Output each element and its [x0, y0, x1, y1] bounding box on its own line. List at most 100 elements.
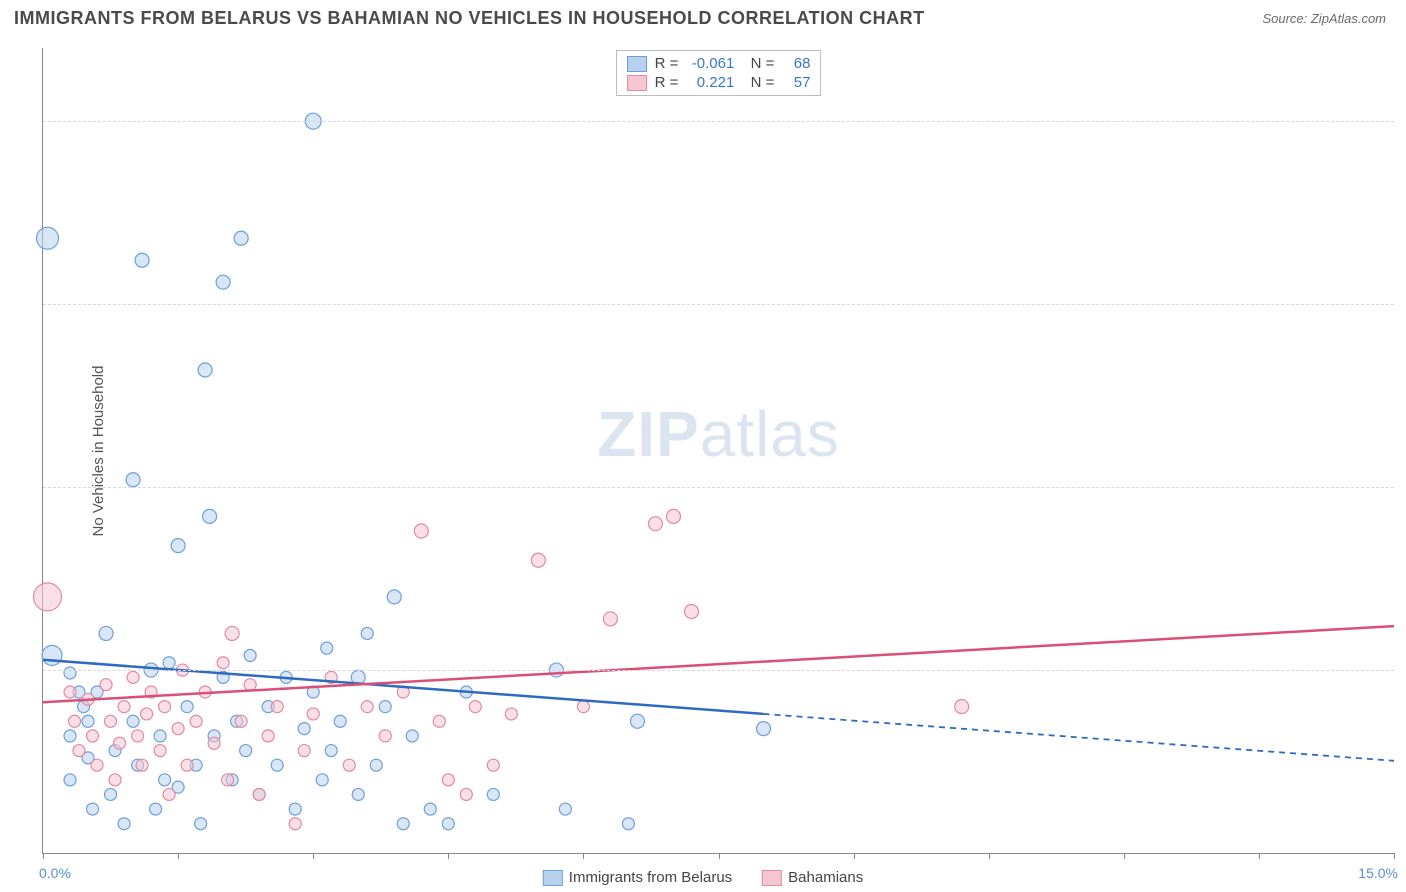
- stat-n-label: N =: [742, 55, 774, 72]
- data-point: [487, 759, 499, 771]
- data-point: [487, 788, 499, 800]
- data-point: [208, 737, 220, 749]
- data-point: [181, 759, 193, 771]
- gridline: [43, 487, 1394, 488]
- gridline: [43, 670, 1394, 671]
- data-point: [271, 759, 283, 771]
- data-point: [298, 745, 310, 757]
- chart-area: ZIPatlas No Vehicles in Household R = -0…: [42, 48, 1394, 854]
- stat-r-value: -0.061: [686, 55, 734, 72]
- data-point: [298, 723, 310, 735]
- data-point: [105, 788, 117, 800]
- data-point: [154, 730, 166, 742]
- source-label: Source: ZipAtlas.com: [1262, 11, 1386, 26]
- xtick: [313, 853, 314, 859]
- data-point: [126, 473, 140, 487]
- data-point: [64, 686, 76, 698]
- trend-line: [43, 626, 1394, 702]
- data-point: [222, 774, 234, 786]
- data-point: [203, 509, 217, 523]
- data-point: [42, 645, 62, 665]
- data-point: [361, 701, 373, 713]
- data-point: [34, 583, 62, 611]
- data-point: [163, 788, 175, 800]
- xtick: [1124, 853, 1125, 859]
- data-point: [244, 649, 256, 661]
- legend-label: Immigrants from Belarus: [569, 869, 732, 886]
- xtick: [1259, 853, 1260, 859]
- data-point: [630, 714, 644, 728]
- data-point: [37, 227, 59, 249]
- data-point: [150, 803, 162, 815]
- data-point: [217, 657, 229, 669]
- data-point: [198, 363, 212, 377]
- stat-n-value: 57: [782, 74, 810, 91]
- data-point: [181, 701, 193, 713]
- data-point: [132, 730, 144, 742]
- xtick: [583, 853, 584, 859]
- stat-n-label: N =: [742, 74, 774, 91]
- stat-legend-row: R = -0.061 N = 68: [627, 55, 811, 72]
- data-point: [172, 723, 184, 735]
- data-point: [622, 818, 634, 830]
- data-point: [127, 715, 139, 727]
- data-point: [289, 803, 301, 815]
- data-point: [505, 708, 517, 720]
- data-point: [225, 626, 239, 640]
- data-point: [433, 715, 445, 727]
- data-point: [370, 759, 382, 771]
- data-point: [244, 679, 256, 691]
- data-point: [424, 803, 436, 815]
- data-point: [127, 671, 139, 683]
- data-point: [666, 509, 680, 523]
- data-point: [289, 818, 301, 830]
- stat-legend-row: R = 0.221 N = 57: [627, 74, 811, 91]
- bottom-legend: Immigrants from Belarus Bahamians: [543, 869, 863, 886]
- legend-label: Bahamians: [788, 869, 863, 886]
- chart-title: IMMIGRANTS FROM BELARUS VS BAHAMIAN NO V…: [14, 8, 925, 29]
- data-point: [334, 715, 346, 727]
- data-point: [141, 708, 153, 720]
- xtick: [989, 853, 990, 859]
- data-point: [136, 759, 148, 771]
- data-point: [684, 605, 698, 619]
- legend-item: Bahamians: [762, 869, 863, 886]
- header: IMMIGRANTS FROM BELARUS VS BAHAMIAN NO V…: [0, 0, 1406, 33]
- legend-swatch: [627, 56, 647, 72]
- data-point: [271, 701, 283, 713]
- data-point: [321, 642, 333, 654]
- data-point: [114, 737, 126, 749]
- data-point: [87, 730, 99, 742]
- data-point: [99, 626, 113, 640]
- data-point: [64, 730, 76, 742]
- xaxis-label-max: 15.0%: [1358, 865, 1398, 881]
- data-point: [352, 788, 364, 800]
- data-point: [406, 730, 418, 742]
- data-point: [159, 701, 171, 713]
- data-point: [163, 657, 175, 669]
- data-point: [387, 590, 401, 604]
- data-point: [262, 730, 274, 742]
- stat-r-label: R =: [655, 74, 679, 91]
- data-point: [64, 774, 76, 786]
- data-point: [442, 774, 454, 786]
- data-point: [442, 818, 454, 830]
- stat-n-value: 68: [782, 55, 810, 72]
- data-point: [325, 745, 337, 757]
- xtick: [854, 853, 855, 859]
- stat-r-value: 0.221: [686, 74, 734, 91]
- data-point: [73, 745, 85, 757]
- data-point: [195, 818, 207, 830]
- stat-r-label: R =: [655, 55, 679, 72]
- data-point: [216, 275, 230, 289]
- data-point: [414, 524, 428, 538]
- data-point: [82, 715, 94, 727]
- data-point: [235, 715, 247, 727]
- data-point: [118, 701, 130, 713]
- data-point: [118, 818, 130, 830]
- data-point: [109, 774, 121, 786]
- data-point: [955, 700, 969, 714]
- xtick: [178, 853, 179, 859]
- gridline: [43, 304, 1394, 305]
- data-point: [69, 715, 81, 727]
